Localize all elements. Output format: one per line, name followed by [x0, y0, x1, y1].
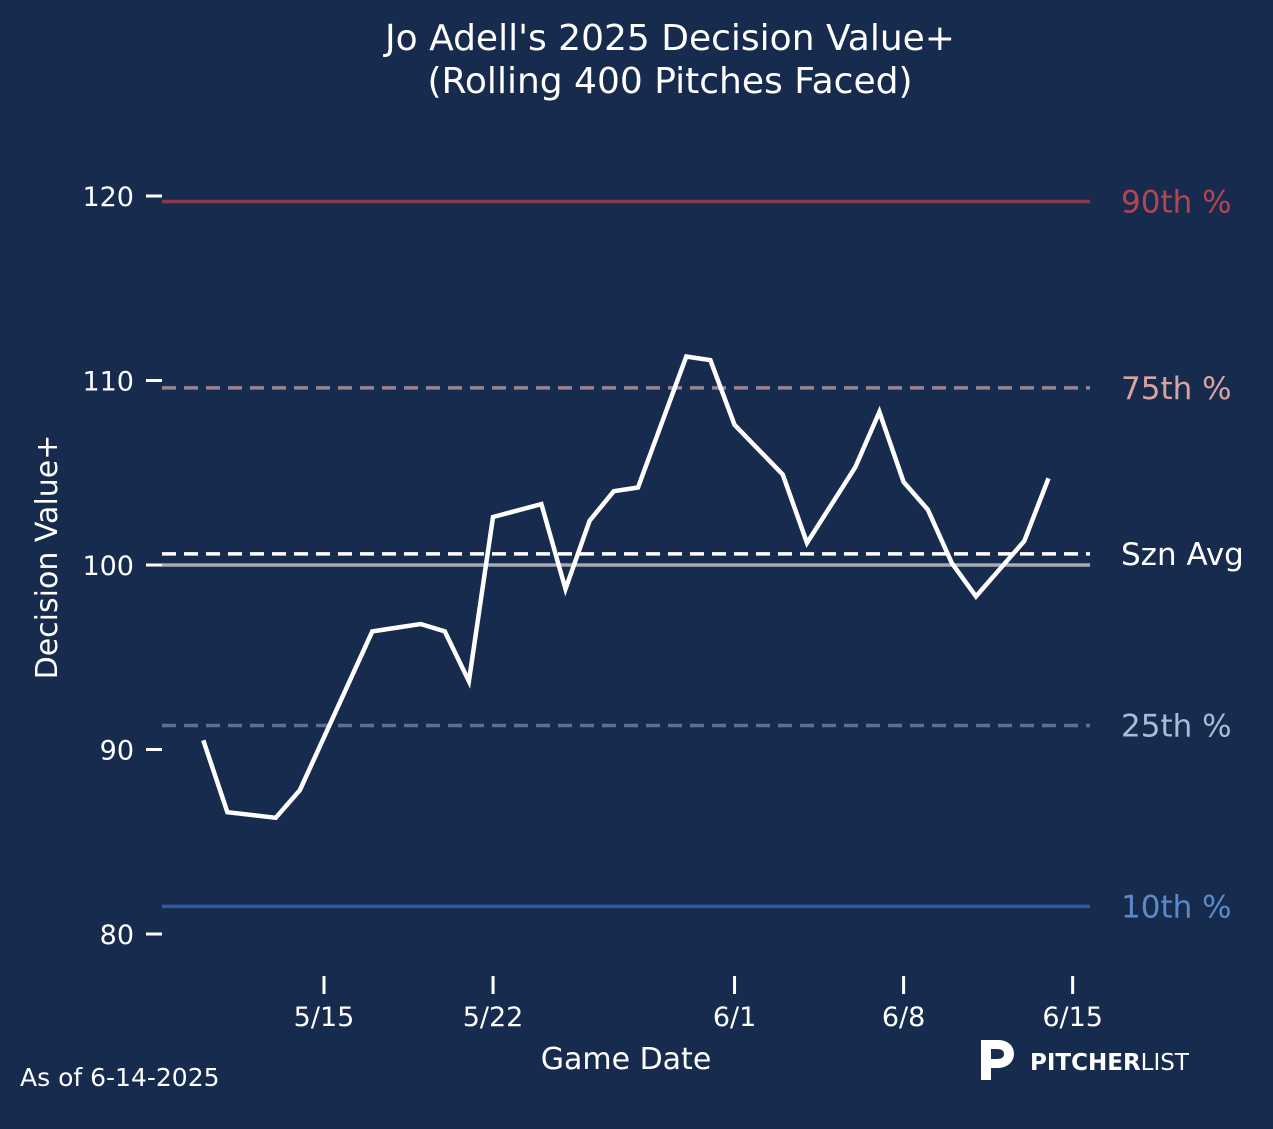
svg-text:PITCHERLIST: PITCHERLIST: [1030, 1050, 1190, 1076]
x-tick-label: 5/22: [463, 1002, 524, 1033]
series-group: [201, 353, 1051, 821]
x-axis-label: Game Date: [541, 1042, 712, 1077]
pitcherlist-p-icon: [981, 1040, 1014, 1080]
x-tick-label: 5/15: [294, 1002, 355, 1033]
y-axis-label: Decision Value+: [30, 435, 65, 680]
y-tick-label: 90: [100, 736, 134, 767]
reference-lines: 90th % 75th % Szn Avg 25th % 10th %: [162, 185, 1244, 925]
ref-label-szn-avg: Szn Avg: [1121, 537, 1244, 573]
x-tick-label: 6/8: [882, 1002, 925, 1033]
y-tick-label: 110: [82, 367, 134, 398]
ref-label-25th: 25th %: [1121, 709, 1232, 745]
x-tick-label: 6/15: [1042, 1002, 1103, 1033]
ref-label-10th: 10th %: [1121, 889, 1232, 925]
y-axis: 80 90 100 110 120: [82, 182, 162, 951]
y-tick-label: 100: [82, 551, 134, 582]
y-tick-label: 120: [82, 182, 134, 213]
pitcherlist-logo: PITCHERLIST: [981, 1040, 1190, 1080]
logo-text-light: LIST: [1141, 1050, 1190, 1076]
x-axis: 5/15 5/22 6/1 6/8 6/15: [294, 976, 1103, 1033]
ref-label-90th: 90th %: [1121, 185, 1232, 221]
x-tick-label: 6/1: [713, 1002, 756, 1033]
series-line: [201, 353, 1051, 821]
y-tick-label: 80: [100, 920, 134, 951]
chart-title: Jo Adell's 2025 Decision Value+: [383, 18, 955, 59]
as-of-date: As of 6-14-2025: [20, 1063, 220, 1092]
ref-label-75th: 75th %: [1121, 371, 1232, 407]
chart-subtitle: (Rolling 400 Pitches Faced): [427, 61, 912, 102]
logo-text-bold: PITCHER: [1030, 1050, 1141, 1076]
